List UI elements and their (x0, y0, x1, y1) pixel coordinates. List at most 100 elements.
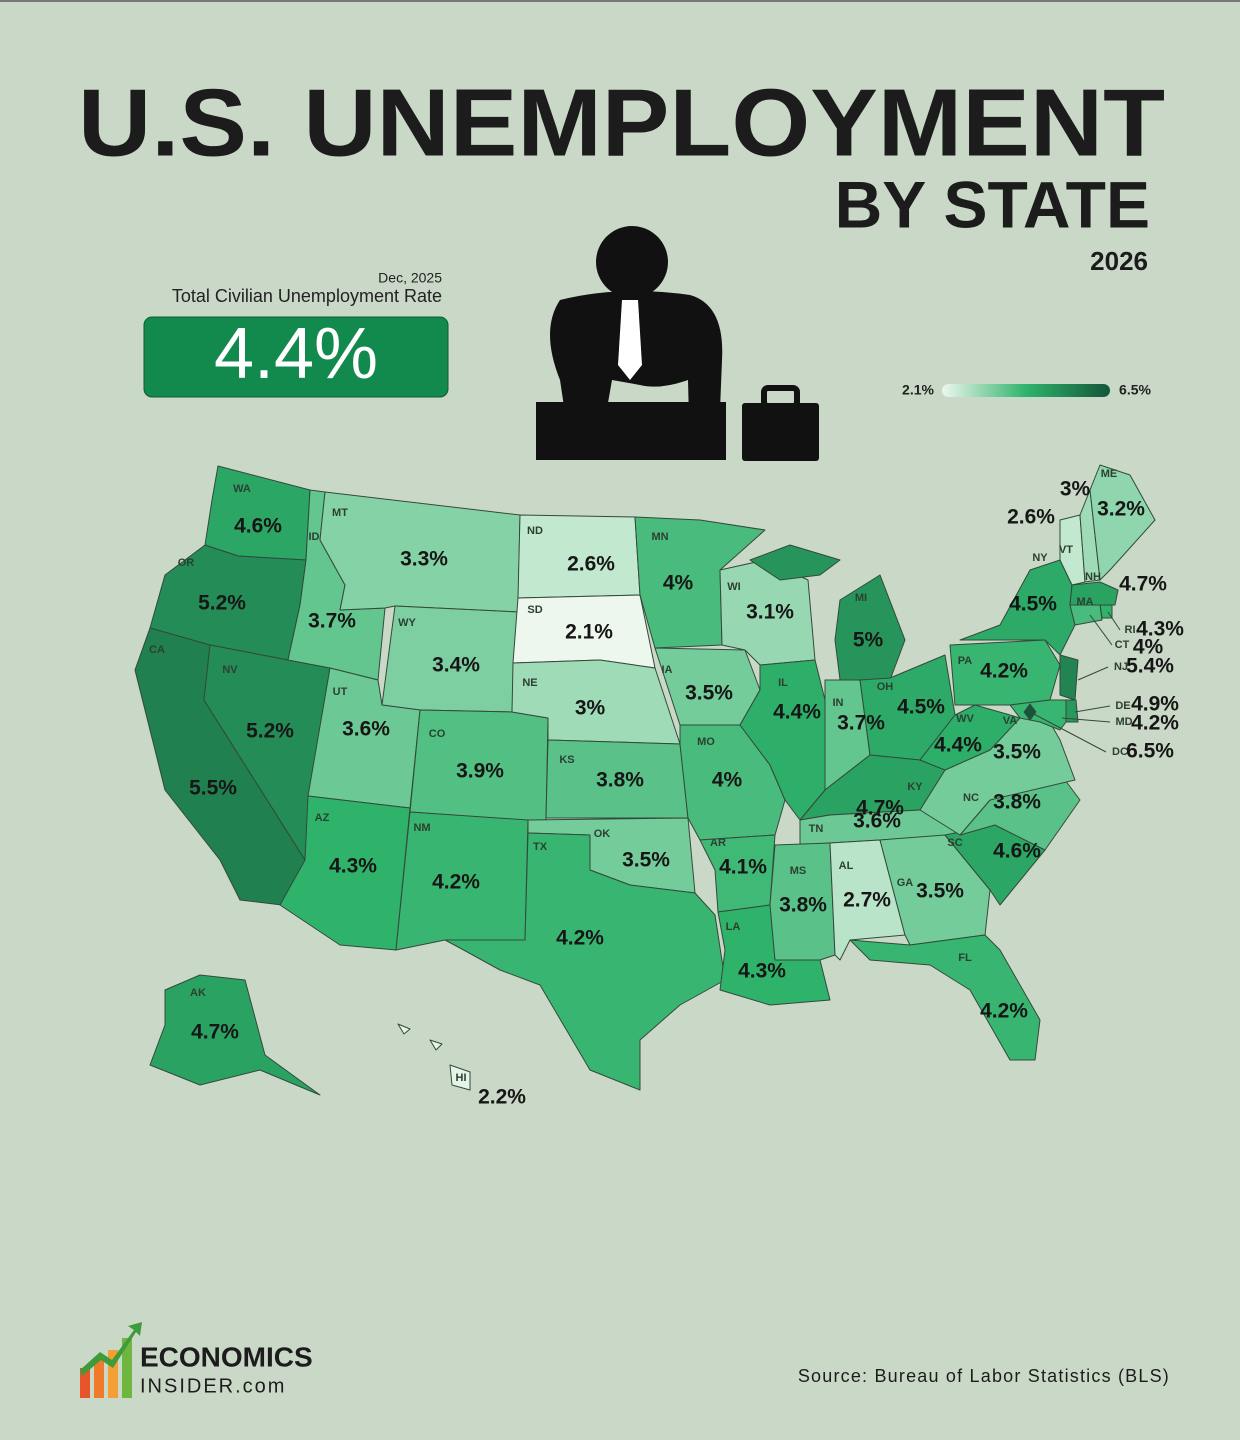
state-abbr: ND (527, 525, 543, 537)
state-shape (1089, 464, 1156, 581)
state-abbr: CT (1115, 639, 1130, 651)
state-value-label: 4.9% (1131, 693, 1179, 716)
state-abbr: MS (790, 865, 807, 877)
state-value-label: 4.2% (980, 1000, 1028, 1023)
state-value-label: 3.1% (746, 601, 794, 624)
state-abbr: NH (1085, 571, 1101, 583)
state-shape (444, 832, 726, 1091)
state-value-label: 3.8% (596, 769, 644, 792)
state-abbr: FL (958, 952, 972, 964)
state-value-label: 3.5% (993, 741, 1041, 764)
state-value-label: 4.7% (1119, 573, 1167, 596)
state-value-label: 3.4% (432, 654, 480, 677)
state-abbr: GA (897, 877, 914, 889)
state-value-label: 4.3% (1136, 618, 1184, 641)
title: U.S. UNEMPLOYMENT (78, 69, 1165, 176)
state-value-label: 4.5% (897, 696, 945, 719)
state-abbr: TN (809, 823, 824, 835)
state-value-label: 4.2% (432, 871, 480, 894)
state-abbr: NJ (1114, 661, 1128, 673)
person-icon (536, 226, 819, 461)
legend-min-label: 2.1% (902, 382, 934, 398)
state-abbr: WI (727, 581, 740, 593)
state-value-label: 2.6% (567, 553, 615, 576)
state-value-label: 4.5% (1009, 593, 1057, 616)
state-value-label: 4% (712, 769, 743, 792)
state-abbr: AR (710, 837, 726, 849)
subtitle: BY STATE (835, 167, 1150, 241)
state-abbr: AZ (315, 812, 330, 824)
state-value-label: 4.2% (556, 927, 604, 950)
state-value-label: 4% (663, 572, 694, 595)
state-value-label: 3.7% (837, 712, 885, 735)
state-abbr: AK (190, 987, 206, 999)
state-abbr: UT (333, 686, 348, 698)
state-abbr: OH (877, 681, 894, 693)
state-value-label: 6.5% (1126, 740, 1174, 763)
state-abbr: HI (456, 1072, 467, 1084)
state-shape (279, 795, 411, 951)
state-value-label: 3.7% (308, 610, 356, 633)
state-abbr: IL (778, 677, 788, 689)
state-abbr: NC (963, 792, 979, 804)
state-abbr: CA (149, 644, 165, 656)
state-abbr: CO (429, 728, 446, 740)
state-abbr: PA (958, 655, 973, 667)
state-value-label: 2.1% (565, 621, 613, 644)
state-shape (149, 974, 321, 1096)
headline-label: Total Civilian Unemployment Rate (172, 286, 442, 306)
state-abbr: DE (1115, 700, 1130, 712)
state-abbr: SC (947, 837, 962, 849)
state-value-label: 3% (1060, 478, 1091, 501)
state-abbr: VT (1059, 544, 1073, 556)
state-value-label: 3.3% (400, 548, 448, 571)
state-value-label: 4.2% (1131, 712, 1179, 735)
state-value-label: 3% (575, 697, 606, 720)
state-value-label: 4.4% (773, 701, 821, 724)
state-shape (849, 934, 1041, 1061)
source: Source: Bureau of Labor Statistics (BLS) (798, 1366, 1170, 1386)
state-value-label: 4.7% (856, 797, 904, 820)
state-value-label: 2.7% (843, 889, 891, 912)
state-value-label: 3.5% (916, 880, 964, 903)
state-shape (1059, 514, 1086, 586)
state-value-label: 4.2% (980, 660, 1028, 683)
state-abbr: OK (594, 828, 611, 840)
state-abbr: KS (559, 754, 574, 766)
state-shape (1009, 699, 1067, 731)
legend-max-label: 6.5% (1119, 382, 1151, 398)
state-abbr: IA (662, 664, 673, 676)
state-value-label: 4.6% (234, 515, 282, 538)
state-abbr: WY (398, 617, 416, 629)
logo-mark (80, 1322, 142, 1398)
state-abbr: VA (1003, 715, 1018, 727)
headline-box (143, 316, 449, 398)
logo-line2: INSIDER.com (140, 1375, 286, 1397)
state-value-label: 5.2% (246, 720, 294, 743)
state-abbr: LA (726, 921, 741, 933)
state-abbr: NV (222, 664, 238, 676)
state-value-label: 4.4% (934, 734, 982, 757)
state-shape (1069, 581, 1119, 606)
state-value-label: 4.6% (993, 840, 1041, 863)
headline-date: Dec, 2025 (378, 270, 442, 286)
state-abbr: ID (309, 531, 320, 543)
state-value-label: 2.2% (478, 1086, 526, 1109)
state-abbr: ME (1101, 468, 1118, 480)
state-value-label: 4.1% (719, 856, 767, 879)
state-value-label: 4.3% (329, 855, 377, 878)
state-shape (739, 659, 826, 821)
state-value-label: 3.9% (456, 760, 504, 783)
state-abbr: MO (697, 736, 715, 748)
state-abbr: IN (833, 697, 844, 709)
state-abbr: MN (651, 531, 668, 543)
state-abbr: DC (1112, 746, 1128, 758)
state-value-label: 5.4% (1126, 655, 1174, 678)
state-value-label: 5.2% (198, 592, 246, 615)
leader-lines (1029, 611, 1121, 753)
state-shape (919, 704, 1021, 771)
state-abbr: KY (907, 781, 923, 793)
state-abbr: OR (178, 557, 195, 569)
state-value-label: 5.5% (189, 777, 237, 800)
state-abbr: WV (956, 713, 974, 725)
